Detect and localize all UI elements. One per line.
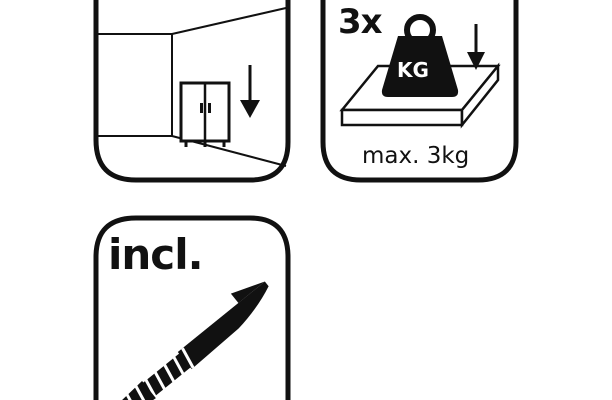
room-line-ceiling xyxy=(171,7,287,35)
max-load-label: max. 3kg xyxy=(362,143,470,169)
screw-body xyxy=(79,281,269,400)
down-arrow-icon xyxy=(467,24,485,70)
tile-frame-shelf-load xyxy=(320,0,519,183)
wall-mount-cabinet-icon xyxy=(93,0,291,183)
shelf-side xyxy=(460,62,500,129)
weight-unit-label: KG xyxy=(397,58,429,82)
cabinet-handle-left xyxy=(200,103,203,113)
shelf-front xyxy=(340,108,464,127)
weight-on-shelf-icon xyxy=(320,0,519,183)
tile-frame-wall-mount xyxy=(93,0,291,183)
load-count-label: 3x xyxy=(338,2,383,42)
screw-icon xyxy=(79,215,291,400)
included-label: incl. xyxy=(108,230,204,279)
tile-frame-screws xyxy=(93,215,291,400)
cabinet-handle-right xyxy=(208,103,211,113)
kg-weight-icon xyxy=(381,36,459,97)
down-arrow-icon xyxy=(240,65,260,118)
